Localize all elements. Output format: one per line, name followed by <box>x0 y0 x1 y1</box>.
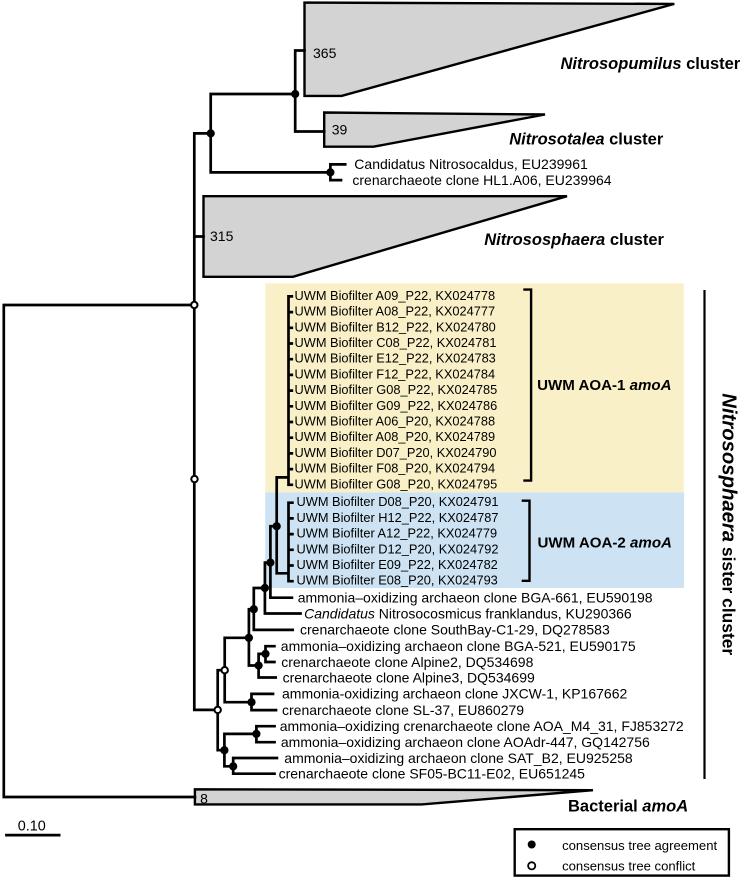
svg-text:Bacterial amoA: Bacterial amoA <box>568 797 688 815</box>
svg-text:UWM Biofilter G08_P20, KX02479: UWM Biofilter G08_P20, KX024795 <box>295 476 498 491</box>
svg-text:UWM Biofilter D12_P20, KX02479: UWM Biofilter D12_P20, KX024792 <box>297 541 499 556</box>
svg-text:Candidatus Nitrosocaldus, EU23: Candidatus Nitrosocaldus, EU239961 <box>354 156 588 172</box>
svg-text:8: 8 <box>200 791 208 807</box>
svg-text:consensus tree conflict: consensus tree conflict <box>562 859 696 874</box>
svg-text:Candidatus Nitrosocosmicus fra: Candidatus Nitrosocosmicus franklandus, … <box>304 605 632 621</box>
svg-text:365: 365 <box>313 45 337 61</box>
svg-text:UWM Biofilter A08_P20, KX02478: UWM Biofilter A08_P20, KX024789 <box>295 429 496 444</box>
svg-text:UWM Biofilter E08_P20, KX02479: UWM Biofilter E08_P20, KX024793 <box>297 573 498 588</box>
svg-text:crenarchaeote clone SL-37, EU8: crenarchaeote clone SL-37, EU860279 <box>282 702 524 718</box>
svg-text:ammonia–oxidizing archaeon clo: ammonia–oxidizing archaeon clone BGA-521… <box>281 638 636 654</box>
svg-text:UWM Biofilter F12_P22, KX02478: UWM Biofilter F12_P22, KX024784 <box>295 366 496 381</box>
svg-text:crenarchaeote clone HL1.A06, E: crenarchaeote clone HL1.A06, EU239964 <box>352 172 611 188</box>
svg-text:UWM Biofilter A06_P20, KX02478: UWM Biofilter A06_P20, KX024788 <box>295 414 496 429</box>
svg-text:Nitrososphaera sister cluster: Nitrososphaera sister cluster <box>717 393 739 655</box>
svg-text:UWM Biofilter D08_P20, KX02479: UWM Biofilter D08_P20, KX024791 <box>297 494 499 509</box>
svg-text:ammonia–oxidizing archaeon clo: ammonia–oxidizing archaeon clone AOAdr-4… <box>281 734 650 750</box>
svg-text:UWM Biofilter A09_P22, KX02477: UWM Biofilter A09_P22, KX024778 <box>295 288 496 303</box>
svg-text:ammonia–oxidizing archaeon clo: ammonia–oxidizing archaeon clone BGA-661… <box>298 590 653 606</box>
svg-text:UWM AOA-1 amoA: UWM AOA-1 amoA <box>537 377 671 394</box>
svg-text:UWM Biofilter B12_P22, KX02478: UWM Biofilter B12_P22, KX024780 <box>295 319 496 334</box>
svg-text:UWM AOA-2 amoA: UWM AOA-2 amoA <box>538 535 672 552</box>
svg-text:ammonia–oxidizing crenarchaeot: ammonia–oxidizing crenarchaeote clone AO… <box>280 718 684 734</box>
svg-text:0.10: 0.10 <box>18 818 46 834</box>
svg-text:39: 39 <box>332 122 348 138</box>
svg-text:Nitrosotalea cluster: Nitrosotalea cluster <box>509 130 664 148</box>
svg-text:crenarchaeote clone Alpine2, D: crenarchaeote clone Alpine2, DQ534698 <box>281 654 533 670</box>
svg-text:UWM Biofilter G09_P22, KX02478: UWM Biofilter G09_P22, KX024786 <box>295 398 498 413</box>
svg-text:UWM Biofilter A12_P22, KX02477: UWM Biofilter A12_P22, KX024779 <box>297 526 498 541</box>
svg-text:UWM Biofilter E12_P22, KX02478: UWM Biofilter E12_P22, KX024783 <box>295 351 496 366</box>
svg-text:crenarchaeote clone SouthBay-C: crenarchaeote clone SouthBay-C1-29, DQ27… <box>300 622 610 638</box>
svg-text:ammonia-oxidizing archaeon clo: ammonia-oxidizing archaeon clone JXCW-1,… <box>282 686 627 702</box>
svg-text:315: 315 <box>210 228 234 244</box>
svg-text:ammonia–oxidizing archaeon clo: ammonia–oxidizing archaeon clone SAT_B2,… <box>284 750 633 766</box>
svg-text:consensus tree agreement: consensus tree agreement <box>562 838 717 853</box>
svg-text:UWM Biofilter A08_P22, KX02477: UWM Biofilter A08_P22, KX024777 <box>295 304 496 319</box>
svg-text:UWM Biofilter F08_P20, KX02479: UWM Biofilter F08_P20, KX024794 <box>295 461 496 476</box>
svg-text:UWM Biofilter C08_P22, KX02478: UWM Biofilter C08_P22, KX024781 <box>295 335 497 350</box>
svg-text:crenarchaeote clone SF05-BC11-: crenarchaeote clone SF05-BC11-E02, EU651… <box>279 766 586 782</box>
svg-text:UWM Biofilter H12_P22, KX02478: UWM Biofilter H12_P22, KX024787 <box>297 510 499 525</box>
svg-text:UWM Biofilter G08_P22, KX02478: UWM Biofilter G08_P22, KX024785 <box>295 382 498 397</box>
svg-text:Nitrosopumilus cluster: Nitrosopumilus cluster <box>561 55 741 73</box>
svg-text:Nitrososphaera cluster: Nitrososphaera cluster <box>484 231 664 249</box>
svg-text:crenarchaeote clone Alpine3, D: crenarchaeote clone Alpine3, DQ534699 <box>283 669 535 685</box>
svg-text:UWM Biofilter E09_P22, KX02478: UWM Biofilter E09_P22, KX024782 <box>297 557 498 572</box>
svg-text:UWM Biofilter D07_P20, KX02479: UWM Biofilter D07_P20, KX024790 <box>295 445 497 460</box>
